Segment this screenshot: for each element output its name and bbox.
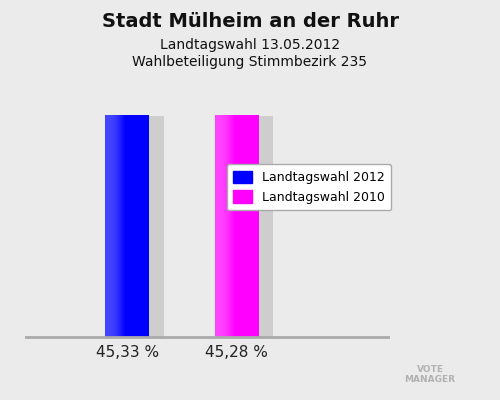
Text: Landtagswahl 13.05.2012: Landtagswahl 13.05.2012 [160, 38, 340, 52]
Text: Wahlbeteiligung Stimmbezirk 235: Wahlbeteiligung Stimmbezirk 235 [132, 55, 368, 69]
Legend: Landtagswahl 2012, Landtagswahl 2010: Landtagswahl 2012, Landtagswahl 2010 [227, 164, 391, 210]
Text: VOTE
MANAGER: VOTE MANAGER [404, 365, 456, 384]
Polygon shape [230, 116, 273, 338]
Text: Stadt Mülheim an der Ruhr: Stadt Mülheim an der Ruhr [102, 12, 399, 31]
Polygon shape [120, 116, 164, 338]
Text: 45,28 %: 45,28 % [206, 345, 268, 360]
Text: 45,33 %: 45,33 % [96, 345, 159, 360]
